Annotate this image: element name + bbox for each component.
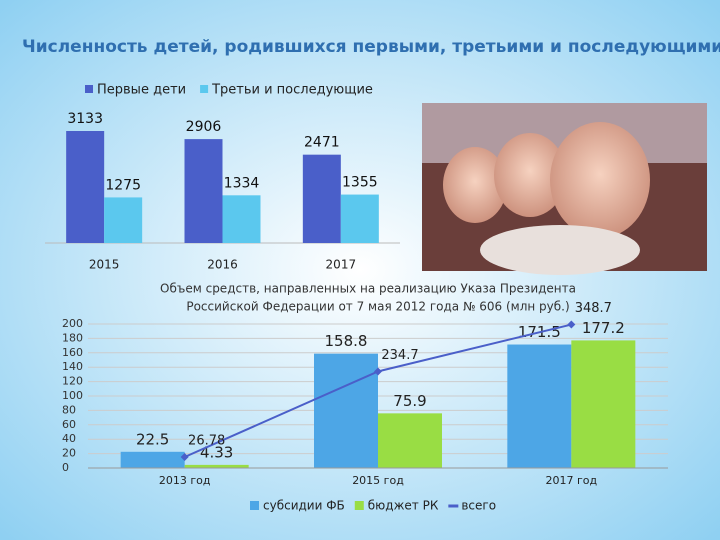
- chart-title: Объем средств, направленных на реализаци…: [160, 282, 576, 296]
- legend-label: всего: [461, 499, 496, 513]
- y-tick-label: 100: [62, 389, 83, 402]
- photo: [422, 103, 707, 275]
- data-label: 26.78: [188, 433, 225, 448]
- bar: [507, 344, 572, 468]
- legend-swatch: [250, 501, 259, 510]
- bar: [302, 154, 341, 243]
- data-label: 1275: [105, 177, 141, 193]
- marker: [567, 320, 576, 329]
- data-label: 177.2: [582, 319, 625, 337]
- y-tick-label: 160: [62, 346, 83, 359]
- bar: [378, 413, 442, 468]
- bar: [104, 197, 143, 243]
- data-label: 2906: [186, 119, 222, 135]
- data-label: 75.9: [393, 392, 426, 410]
- marker: [180, 452, 189, 461]
- legend-label: субсидии ФБ: [263, 499, 345, 513]
- legend-label: Первые дети: [97, 83, 186, 98]
- y-tick-label: 60: [62, 418, 76, 431]
- slide-title: Численность детей, родившихся первыми, т…: [22, 37, 720, 57]
- bar: [120, 451, 185, 468]
- x-tick-label: 2017 год: [546, 474, 598, 487]
- x-tick-label: 2013 год: [159, 474, 211, 487]
- data-label: 1334: [224, 175, 260, 191]
- bar: [184, 464, 249, 468]
- bar: [340, 194, 379, 243]
- data-label: 4.33: [200, 443, 233, 461]
- legend-swatch: [85, 85, 93, 93]
- chart-subtitle: Российской Федерации от 7 мая 2012 года …: [186, 300, 569, 314]
- data-label: 3133: [67, 111, 103, 127]
- x-tick-label: 2015 год: [352, 474, 404, 487]
- bar: [571, 340, 636, 468]
- legend-label: бюджет РК: [368, 499, 439, 513]
- y-tick-label: 180: [62, 331, 83, 344]
- y-tick-label: 20: [62, 447, 76, 460]
- y-tick-label: 200: [62, 317, 83, 330]
- x-tick-label: 2016: [207, 258, 238, 272]
- data-label: 1355: [342, 175, 378, 191]
- data-label: 158.8: [325, 332, 368, 350]
- y-tick-label: 120: [62, 375, 83, 388]
- x-tick-label: 2017: [326, 258, 357, 272]
- bar: [66, 131, 105, 243]
- data-label: 234.7: [381, 348, 418, 363]
- x-tick-label: 2015: [89, 258, 120, 272]
- legend-swatch: [200, 85, 209, 93]
- y-tick-label: 80: [62, 403, 76, 416]
- legend-label: Третьи и последующие: [211, 83, 373, 98]
- y-tick-label: 0: [62, 461, 69, 474]
- bar: [184, 139, 223, 243]
- data-label: 348.7: [575, 301, 612, 316]
- marker: [374, 367, 382, 376]
- bar: [314, 353, 378, 468]
- legend-swatch: [354, 501, 364, 510]
- data-label: 2471: [304, 135, 340, 151]
- bar: [222, 195, 261, 243]
- y-tick-label: 140: [62, 360, 83, 373]
- data-label: 22.5: [136, 430, 169, 448]
- y-tick-label: 40: [62, 432, 76, 445]
